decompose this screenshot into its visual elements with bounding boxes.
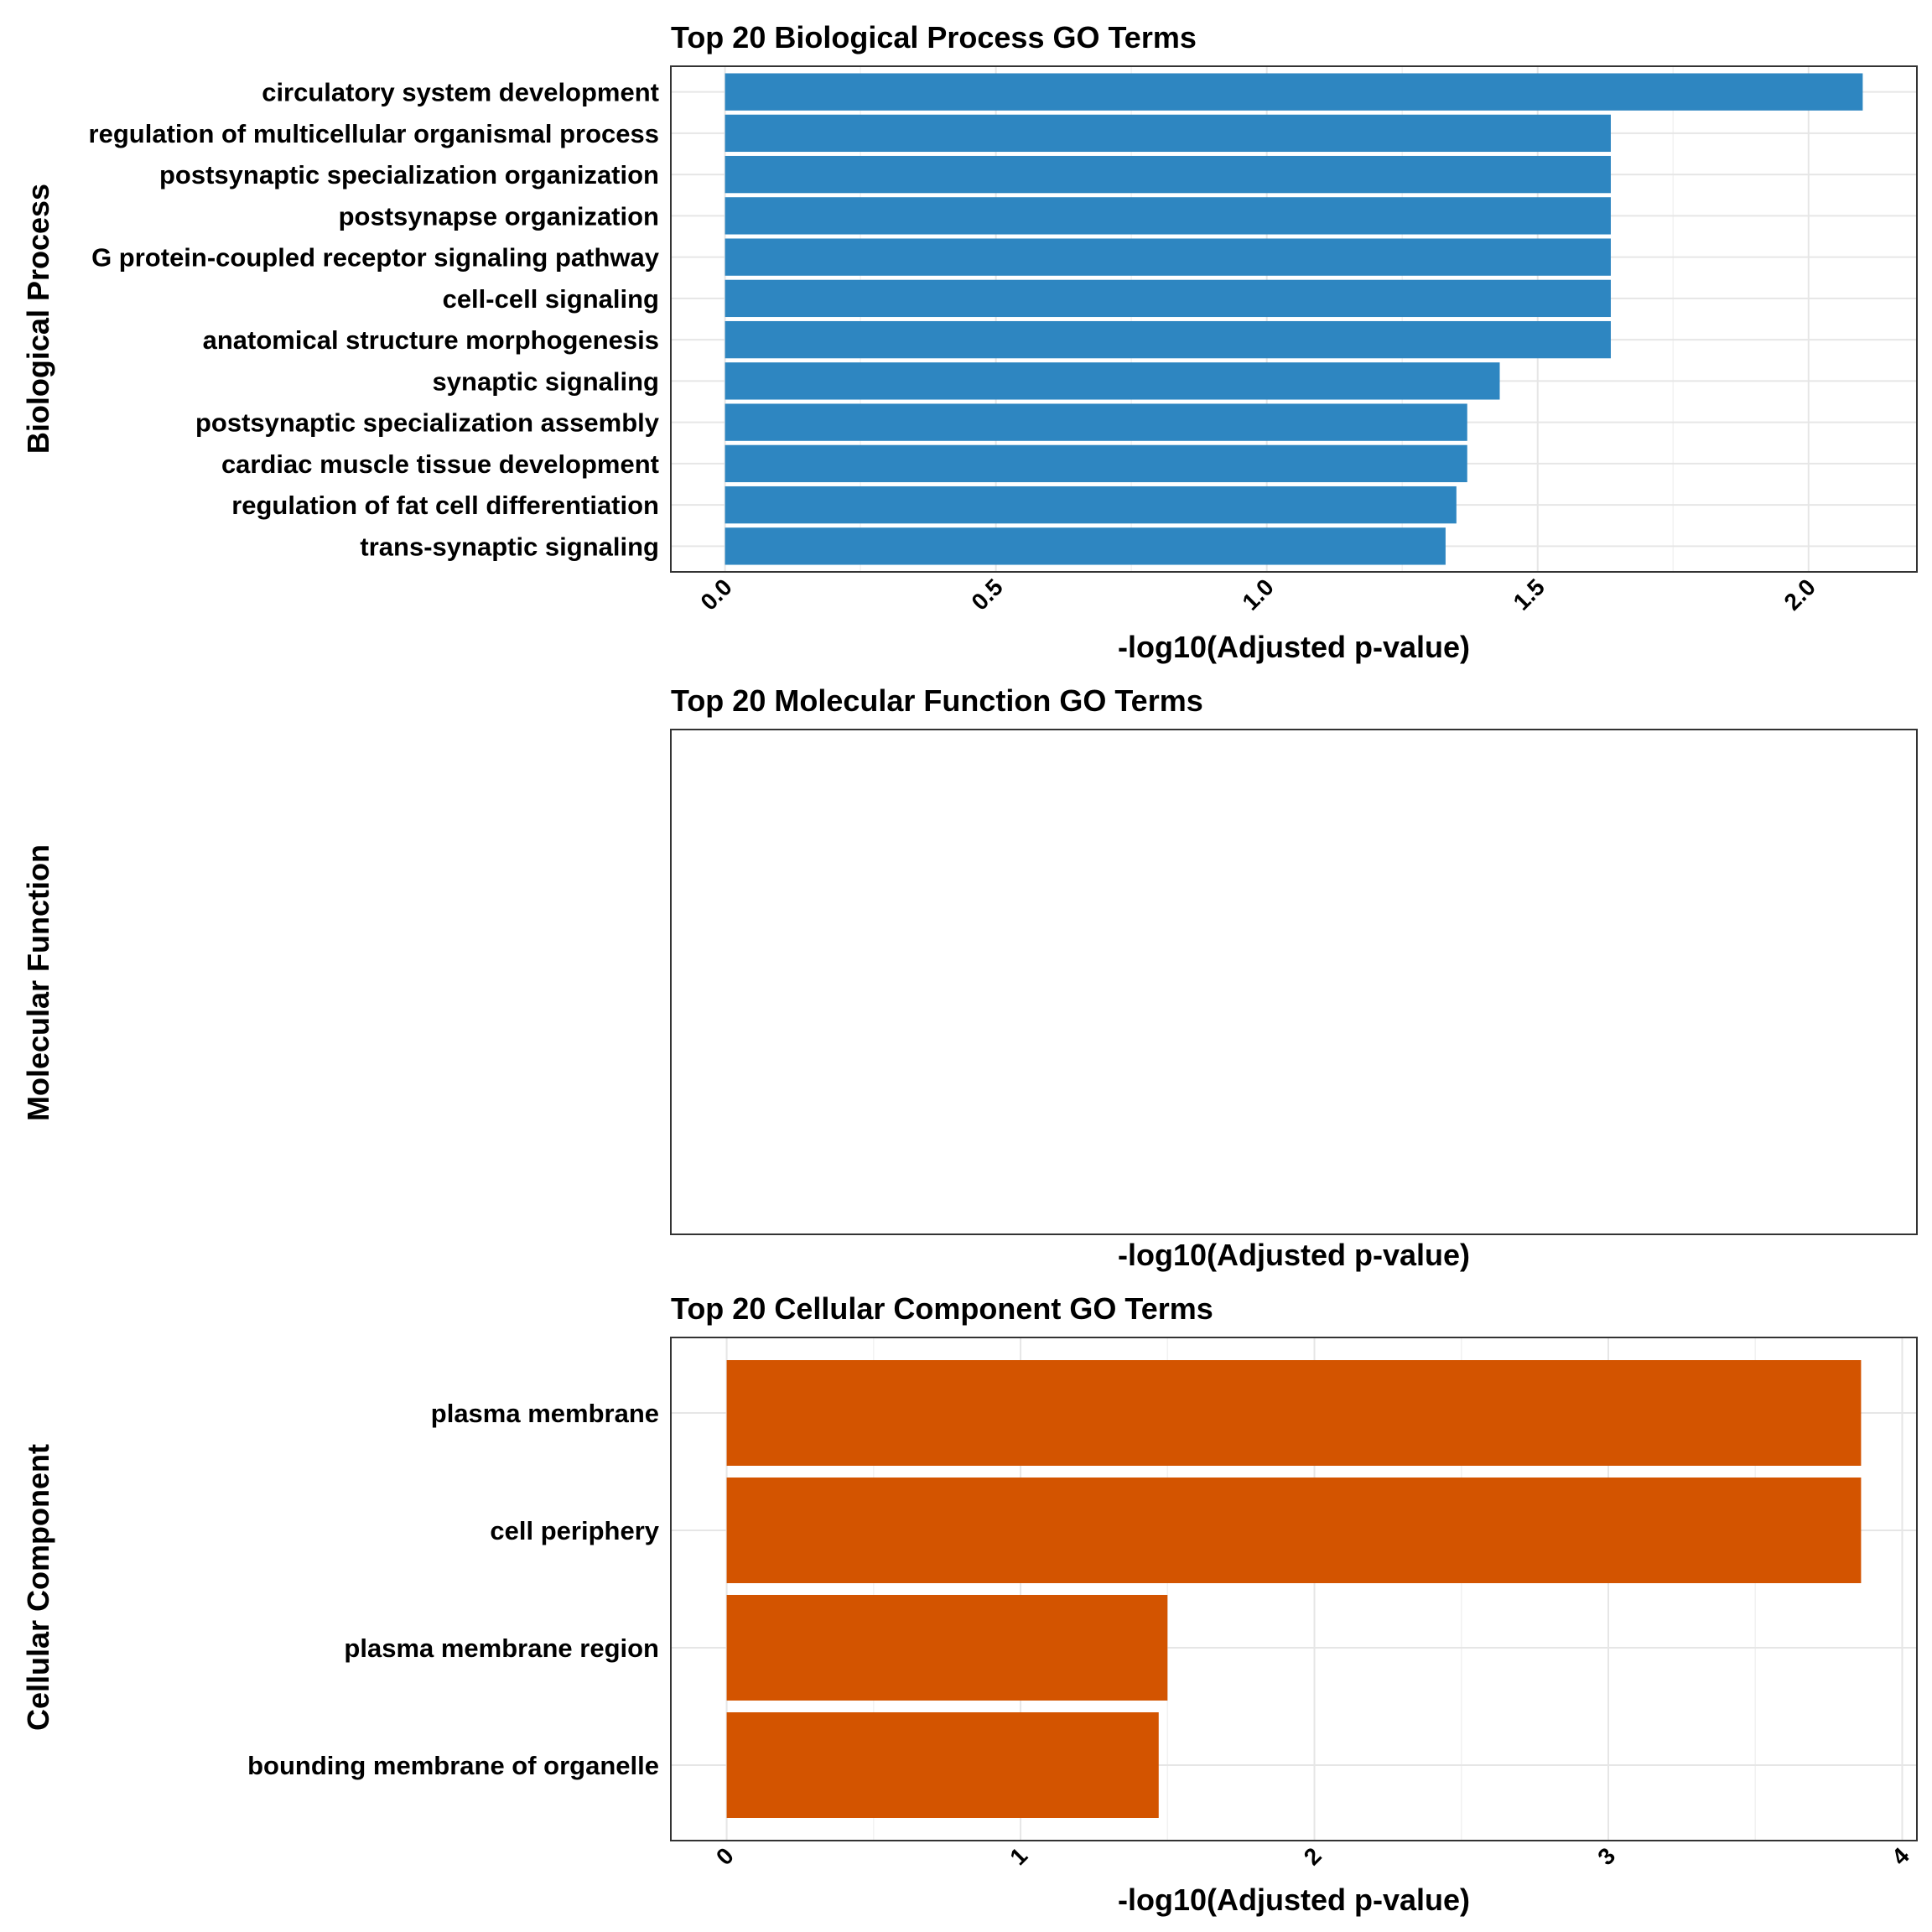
bp-x-tick-label: 2.0 <box>1779 574 1820 615</box>
bp-x-tick-label: 0.0 <box>695 574 736 615</box>
bp-x-tick-label: 0.5 <box>966 574 1007 615</box>
cc-bars <box>726 1360 1862 1818</box>
bp-category-label: regulation of multicellular organismal p… <box>89 119 659 148</box>
cc-category-label: bounding membrane of organelle <box>247 1751 659 1780</box>
bp-category-label: postsynaptic specialization assembly <box>195 408 660 438</box>
cc-panel-border <box>670 1337 1918 1841</box>
cc-bar <box>726 1360 1862 1466</box>
bp-bar <box>724 444 1467 483</box>
bp-category-label: postsynapse organization <box>339 201 659 231</box>
bp-category-label: anatomical structure morphogenesis <box>203 325 659 355</box>
bp-bar <box>724 73 1863 111</box>
bp-bar <box>724 362 1500 400</box>
cc-x-tick-labels: 0 1 2 3 4 <box>711 1842 1914 1870</box>
bp-category-label: trans-synaptic signaling <box>360 532 659 561</box>
bp-bar <box>724 197 1611 235</box>
panel-molecular-function: Top 20 Molecular Function GO Terms Molec… <box>21 683 1918 1272</box>
bp-x-tick-label: 1.5 <box>1509 574 1550 615</box>
bp-category-label: regulation of fat cell differentiation <box>231 491 659 520</box>
bp-x-tick-labels: 0.0 0.5 1.0 1.5 2.0 <box>695 574 1820 615</box>
bp-category-label: circulatory system development <box>262 78 659 107</box>
cc-bar <box>726 1478 1862 1583</box>
cc-x-tick-label: 0 <box>711 1842 739 1870</box>
cc-x-tick-label: 4 <box>1887 1842 1914 1870</box>
bp-bar <box>724 238 1611 276</box>
bp-category-label: cell-cell signaling <box>443 284 659 314</box>
cc-category-labels: plasma membrane cell periphery plasma memb… <box>247 1399 660 1780</box>
cc-bar <box>726 1595 1168 1701</box>
cc-category-label: cell periphery <box>490 1516 659 1545</box>
bp-bar <box>724 279 1611 318</box>
bp-bar <box>724 320 1611 359</box>
panel-cellular-component: Top 20 Cellular Component GO Terms Cellu… <box>21 1291 1918 1917</box>
bp-x-axis-label: -log10(Adjusted p-value) <box>1118 630 1470 664</box>
mf-panel-border <box>670 729 1918 1235</box>
bp-bar <box>724 114 1611 153</box>
bp-bar <box>724 527 1446 565</box>
bp-bar <box>724 486 1457 524</box>
cc-x-tick-label: 2 <box>1299 1842 1327 1870</box>
bp-x-tick-label: 1.0 <box>1237 574 1278 615</box>
bp-panel-border <box>670 65 1918 573</box>
cc-x-axis-label: -log10(Adjusted p-value) <box>1118 1883 1470 1917</box>
bp-y-axis-label: Biological Process <box>21 184 55 454</box>
cc-x-tick-label: 1 <box>1005 1842 1032 1870</box>
cc-x-tick-label: 3 <box>1592 1842 1620 1870</box>
cc-category-label: plasma membrane region <box>344 1633 659 1663</box>
bp-bar <box>724 403 1467 441</box>
bp-category-label: postsynaptic specialization organization <box>159 160 659 190</box>
bp-category-label: synaptic signaling <box>433 366 659 396</box>
cc-title: Top 20 Cellular Component GO Terms <box>671 1291 1213 1326</box>
mf-title: Top 20 Molecular Function GO Terms <box>671 683 1203 718</box>
cc-bar <box>726 1712 1159 1818</box>
bp-bar <box>724 155 1611 194</box>
bp-category-label: cardiac muscle tissue development <box>221 449 659 479</box>
bp-bars <box>724 73 1863 565</box>
bp-title: Top 20 Biological Process GO Terms <box>671 20 1197 55</box>
mf-y-axis-label: Molecular Function <box>21 844 55 1121</box>
cc-category-label: plasma membrane <box>431 1399 659 1428</box>
mf-x-axis-label: -log10(Adjusted p-value) <box>1118 1238 1470 1272</box>
bp-category-labels: circulatory system development regulation… <box>89 78 660 562</box>
panel-biological-process: Top 20 Biological Process GO Terms Biolo… <box>21 20 1918 664</box>
cc-y-axis-label: Cellular Component <box>21 1444 55 1731</box>
bp-category-label: G protein-coupled receptor signaling pat… <box>91 243 660 273</box>
